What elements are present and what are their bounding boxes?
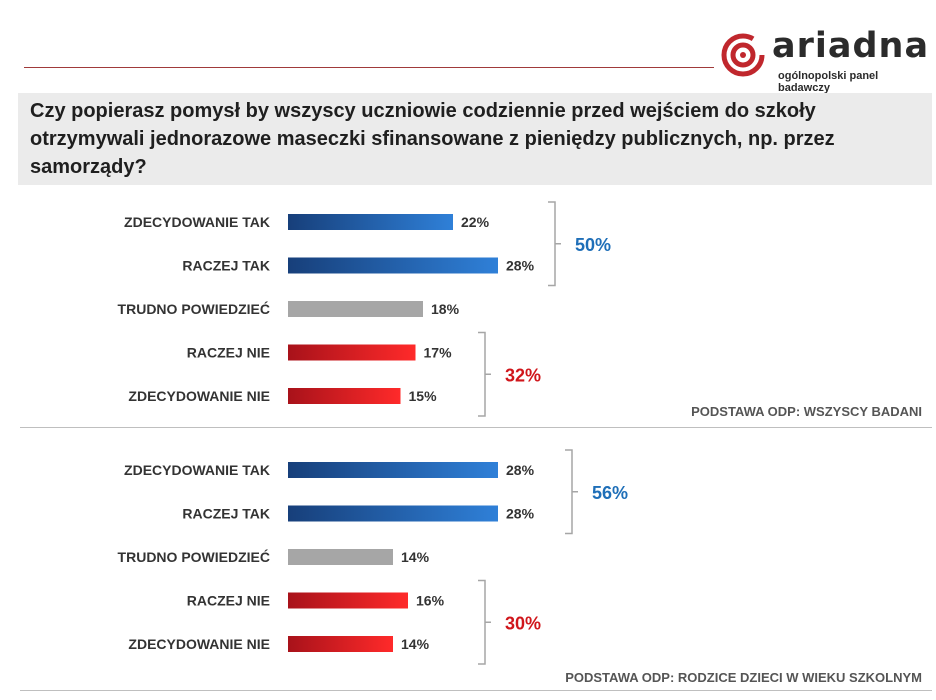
bar bbox=[288, 462, 498, 478]
value-label: 18% bbox=[431, 301, 460, 317]
category-label: RACZEJ NIE bbox=[187, 593, 270, 609]
brand-logo: ariadna ogólnopolski panel badawczy bbox=[720, 26, 932, 94]
bar bbox=[288, 214, 453, 230]
bar bbox=[288, 549, 393, 565]
chart-1-base-note: PODSTAWA ODP: WSZYSCY BADANI bbox=[691, 404, 922, 419]
value-label: 28% bbox=[506, 506, 535, 522]
category-label: RACZEJ TAK bbox=[182, 258, 270, 274]
question-text: Czy popierasz pomysł by wszyscy uczniowi… bbox=[30, 100, 835, 178]
value-label: 14% bbox=[401, 549, 430, 565]
value-label: 28% bbox=[506, 258, 535, 274]
chart-2-base-note: PODSTAWA ODP: RODZICE DZIECI W WIEKU SZK… bbox=[565, 670, 922, 685]
category-label: ZDECYDOWANIE NIE bbox=[128, 636, 270, 652]
group-bracket bbox=[478, 579, 491, 665]
header-rule bbox=[24, 67, 714, 68]
value-label: 15% bbox=[409, 388, 438, 404]
group-bracket bbox=[478, 331, 491, 417]
group-total-label: 32% bbox=[505, 365, 541, 385]
bar bbox=[288, 505, 498, 522]
group-total-label: 50% bbox=[575, 235, 611, 255]
category-label: TRUDNO POWIEDZIEĆ bbox=[118, 300, 270, 317]
question-box: Czy popierasz pomysł by wszyscy uczniowi… bbox=[18, 93, 932, 185]
bar bbox=[288, 636, 393, 652]
group-bracket bbox=[548, 201, 561, 287]
value-label: 17% bbox=[424, 345, 453, 361]
bar bbox=[288, 257, 498, 274]
group-total-label: 56% bbox=[592, 483, 628, 503]
bar bbox=[288, 592, 408, 609]
ariadna-logo-icon bbox=[721, 33, 765, 77]
category-label: TRUDNO POWIEDZIEĆ bbox=[118, 548, 270, 565]
brand-name: ariadna bbox=[772, 26, 930, 66]
bottom-divider bbox=[20, 690, 932, 691]
category-label: ZDECYDOWANIE TAK bbox=[124, 214, 270, 230]
group-bracket bbox=[565, 449, 578, 535]
brand-tagline: ogólnopolski panel badawczy bbox=[778, 70, 879, 94]
category-label: ZDECYDOWANIE NIE bbox=[128, 388, 270, 404]
value-label: 28% bbox=[506, 462, 535, 478]
category-label: RACZEJ NIE bbox=[187, 345, 270, 361]
value-label: 14% bbox=[401, 636, 430, 652]
bar bbox=[288, 301, 423, 317]
value-label: 16% bbox=[416, 593, 445, 609]
group-total-label: 30% bbox=[505, 613, 541, 633]
bar bbox=[288, 344, 416, 361]
category-label: RACZEJ TAK bbox=[182, 506, 270, 522]
section-divider bbox=[20, 427, 932, 428]
category-label: ZDECYDOWANIE TAK bbox=[124, 462, 270, 478]
value-label: 22% bbox=[461, 214, 490, 230]
bar bbox=[288, 388, 401, 404]
